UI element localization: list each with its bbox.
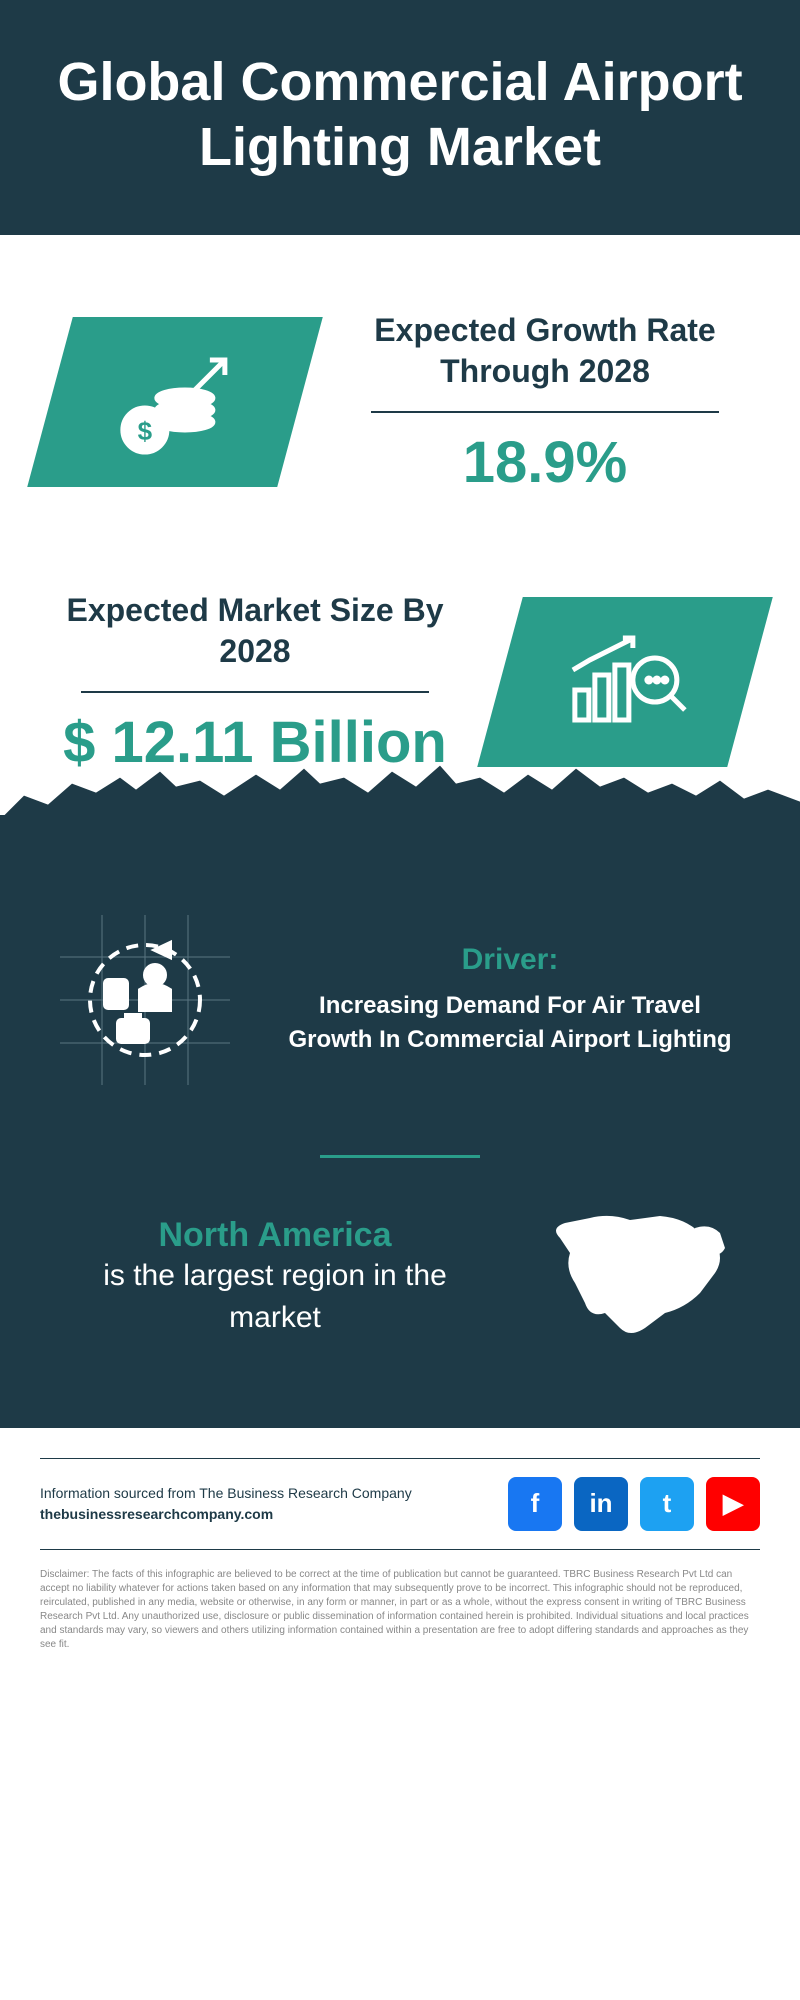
footer-top: Information sourced from The Business Re… xyxy=(40,1458,760,1550)
market-value: $ 12.11 Billion xyxy=(50,711,460,775)
dark-section: Driver: Increasing Demand For Air Travel… xyxy=(0,915,800,1428)
header: Global Commercial Airport Lighting Marke… xyxy=(0,0,800,235)
disclaimer-text: Disclaimer: The facts of this infographi… xyxy=(40,1568,760,1652)
facebook-icon[interactable]: f xyxy=(508,1477,562,1531)
spacer xyxy=(0,235,800,255)
twitter-icon[interactable]: t xyxy=(640,1477,694,1531)
stat-growth-rate: $ Expected Growth Rate Through 2028 18.9… xyxy=(0,255,800,535)
dollar-growth-icon: $ xyxy=(105,340,245,465)
driver-text: Driver: Increasing Demand For Air Travel… xyxy=(280,943,740,1056)
driver-desc: Increasing Demand For Air Travel Growth … xyxy=(280,989,740,1056)
source-line1: Information sourced from The Business Re… xyxy=(40,1483,412,1504)
region-row: North America is the largest region in t… xyxy=(60,1208,740,1378)
market-icon-tile xyxy=(477,597,773,767)
divider xyxy=(81,691,430,693)
growth-value: 18.9% xyxy=(340,431,750,495)
growth-label: Expected Growth Rate Through 2028 xyxy=(340,310,750,393)
page-title: Global Commercial Airport Lighting Marke… xyxy=(40,50,760,180)
market-label: Expected Market Size By 2028 xyxy=(50,590,460,673)
source-text: Information sourced from The Business Re… xyxy=(40,1483,412,1525)
source-line2: thebusinessresearchcompany.com xyxy=(40,1504,412,1525)
skyline-graphic xyxy=(0,815,800,915)
stat-market-size: Expected Market Size By 2028 $ 12.11 Bil… xyxy=(0,535,800,815)
driver-title: Driver: xyxy=(280,943,740,977)
region-highlight: North America xyxy=(60,1216,490,1255)
divider xyxy=(371,411,720,413)
footer: Information sourced from The Business Re… xyxy=(0,1428,800,1672)
chart-search-icon xyxy=(555,620,695,745)
business-icons-icon xyxy=(60,915,230,1085)
region-text: North America is the largest region in t… xyxy=(60,1216,490,1339)
market-text: Expected Market Size By 2028 $ 12.11 Bil… xyxy=(50,590,460,775)
region-rest: is the largest region in the market xyxy=(60,1255,490,1339)
linkedin-icon[interactable]: in xyxy=(574,1477,628,1531)
youtube-icon[interactable]: ▶ xyxy=(706,1477,760,1531)
social-icons: f in t ▶ xyxy=(508,1477,760,1531)
growth-text: Expected Growth Rate Through 2028 18.9% xyxy=(340,310,750,495)
svg-text:$: $ xyxy=(138,416,153,446)
growth-icon-tile: $ xyxy=(27,317,323,487)
north-america-map-icon xyxy=(540,1208,740,1348)
teal-divider xyxy=(320,1155,480,1158)
driver-row: Driver: Increasing Demand For Air Travel… xyxy=(60,915,740,1125)
